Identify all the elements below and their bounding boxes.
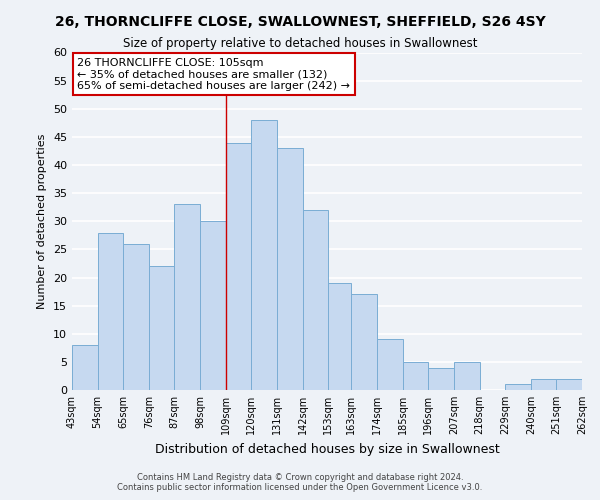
Bar [175,204,200,390]
Bar [454,362,479,390]
Text: 26, THORNCLIFFE CLOSE, SWALLOWNEST, SHEFFIELD, S26 4SY: 26, THORNCLIFFE CLOSE, SWALLOWNEST, SHEF… [55,15,545,29]
Bar [251,120,277,390]
Bar [277,148,302,390]
Bar [505,384,531,390]
Bar [123,244,149,390]
Text: 26 THORNCLIFFE CLOSE: 105sqm
← 35% of detached houses are smaller (132)
65% of s: 26 THORNCLIFFE CLOSE: 105sqm ← 35% of de… [77,58,350,91]
Bar [149,266,175,390]
Bar [226,142,251,390]
Text: Size of property relative to detached houses in Swallownest: Size of property relative to detached ho… [123,38,477,51]
X-axis label: Distribution of detached houses by size in Swallownest: Distribution of detached houses by size … [155,442,499,456]
Bar [556,379,582,390]
Text: Contains HM Land Registry data © Crown copyright and database right 2024.
Contai: Contains HM Land Registry data © Crown c… [118,473,482,492]
Bar [200,221,226,390]
Bar [302,210,328,390]
Bar [377,340,403,390]
Bar [428,368,454,390]
Y-axis label: Number of detached properties: Number of detached properties [37,134,47,309]
Bar [403,362,428,390]
Bar [531,379,556,390]
Bar [328,283,352,390]
Bar [72,345,98,390]
Bar [98,232,123,390]
Bar [352,294,377,390]
